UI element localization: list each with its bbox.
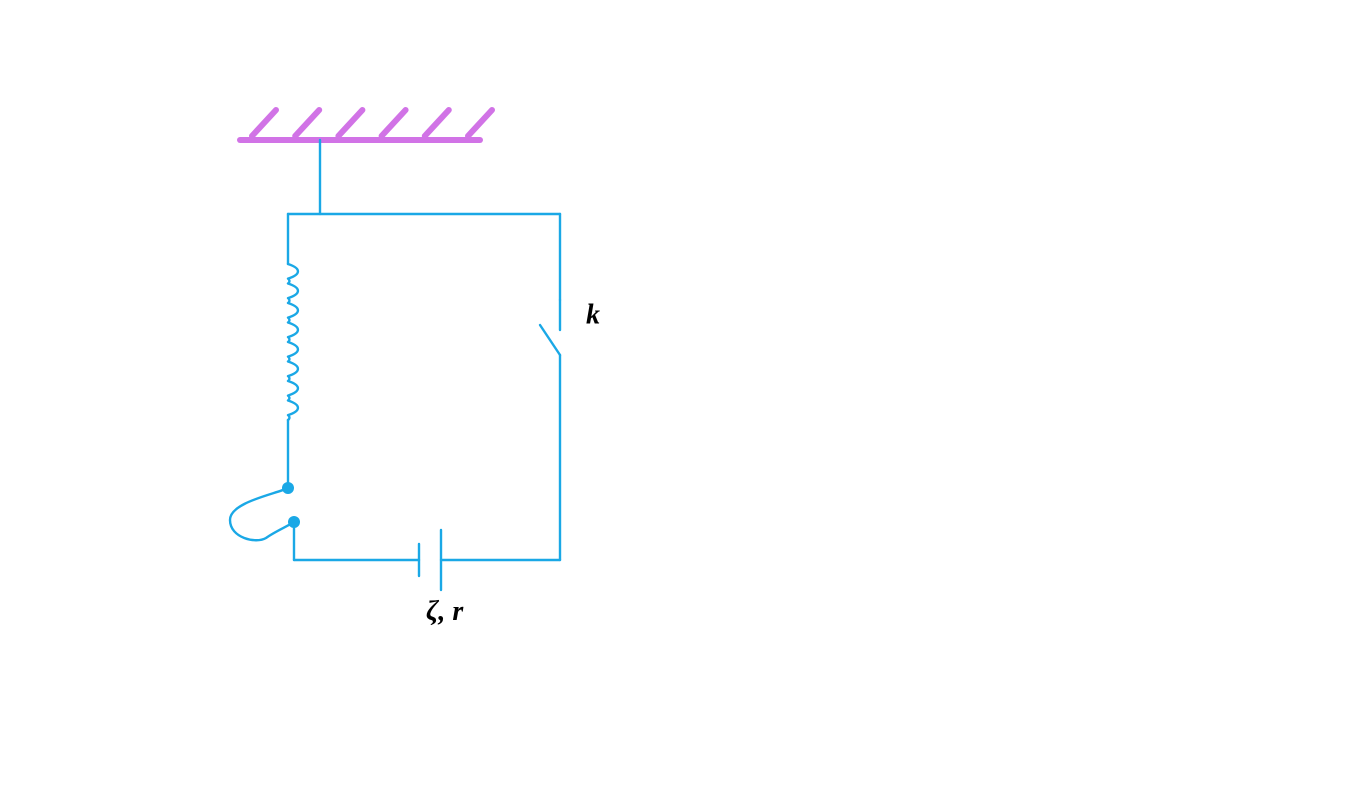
circuit-diagram: k ζ, r <box>0 0 1350 798</box>
ground-hatch <box>382 110 406 136</box>
label-switch: k <box>586 300 600 331</box>
ground-hatch <box>425 110 449 136</box>
ground-hatch <box>468 110 492 136</box>
spring-contact-curl <box>230 488 294 540</box>
label-source: ζ, r <box>426 596 464 627</box>
coil-inductor <box>288 264 298 420</box>
switch-arm <box>540 325 560 355</box>
ground-hatch <box>295 110 319 136</box>
ground-hatch <box>252 110 276 136</box>
ground-hatch <box>338 110 362 136</box>
